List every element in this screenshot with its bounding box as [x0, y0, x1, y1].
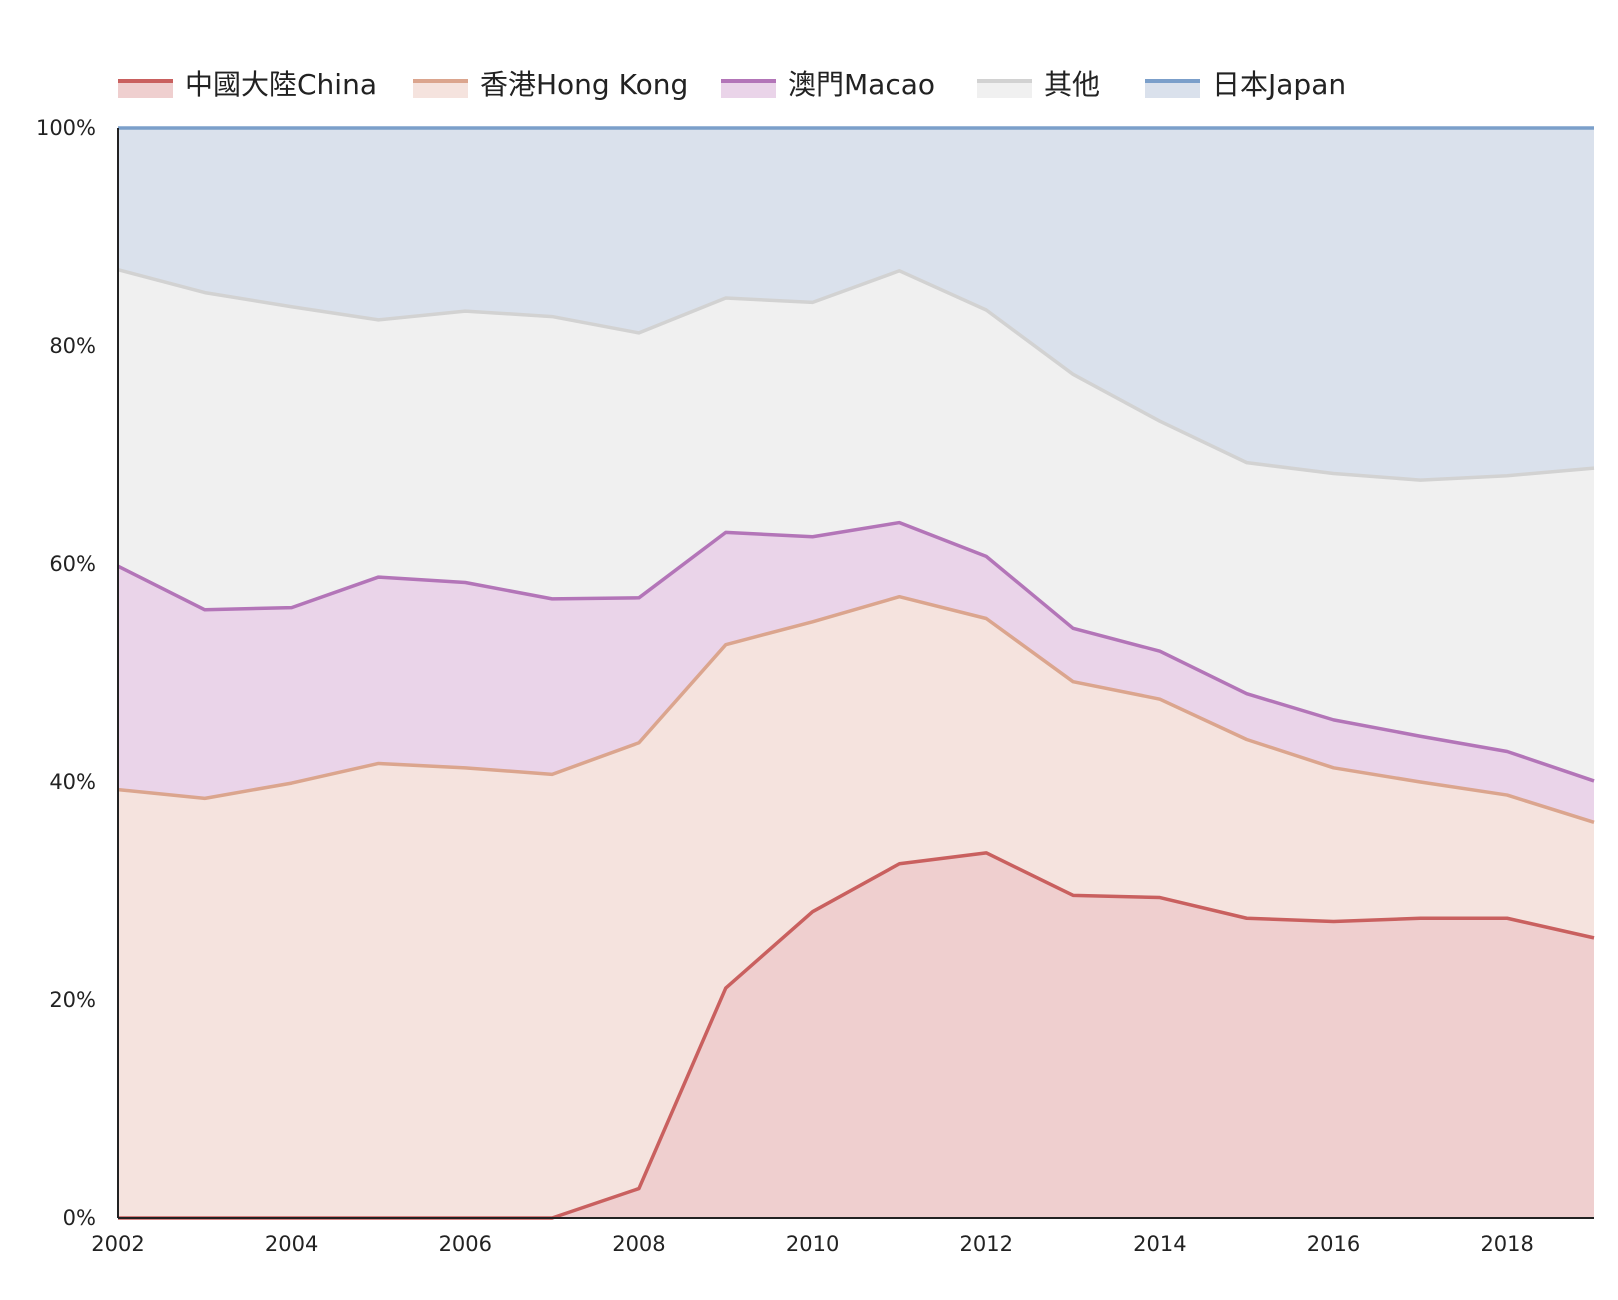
area-series-0 — [118, 852, 1594, 1218]
x-tick-label-2016: 2016 — [1307, 1232, 1360, 1256]
y-tick-label-20: 20% — [49, 988, 96, 1012]
area-series-1 — [118, 596, 1594, 1218]
legend-item-1[interactable]: 香港Hong Kong — [413, 68, 688, 101]
legend-item-4[interactable]: 日本Japan — [1145, 68, 1346, 101]
x-tick-label-2004: 2004 — [265, 1232, 318, 1256]
x-tick-label-2012: 2012 — [960, 1232, 1013, 1256]
legend-swatch-fill — [413, 80, 468, 98]
legend-item-2[interactable]: 澳門Macao — [721, 68, 935, 101]
legend-swatch-fill — [721, 80, 776, 98]
series-areas — [118, 128, 1594, 1218]
line-series-1 — [117, 594, 1595, 824]
y-tick-label-0: 0% — [63, 1206, 96, 1230]
x-tick-labels: 2002 2004 2006 2008 2010 2012 2014 2016 2018 — [91, 1232, 1534, 1256]
legend-label: 香港Hong Kong — [480, 68, 688, 101]
legend-label: 中國大陸China — [185, 68, 377, 101]
legend-label: 日本Japan — [1212, 68, 1346, 101]
area-series-3 — [118, 269, 1594, 781]
legend-item-3[interactable]: 其他 — [977, 68, 1100, 101]
legend-label: 澳門Macao — [788, 68, 935, 101]
x-tick-label-2002: 2002 — [91, 1232, 144, 1256]
y-tick-label-40: 40% — [49, 770, 96, 794]
y-tick-label-60: 60% — [49, 552, 96, 576]
y-tick-label-100: 100% — [36, 116, 96, 140]
y-tick-labels: 0% 20% 40% 60% 80% 100% — [36, 116, 96, 1230]
legend-swatch-fill — [977, 80, 1032, 98]
legend: 中國大陸China 香港Hong Kong 澳門Macao 其他 日本Japan — [118, 68, 1346, 101]
x-tick-label-2018: 2018 — [1480, 1232, 1533, 1256]
x-tick-label-2014: 2014 — [1133, 1232, 1186, 1256]
line-series-2 — [117, 520, 1595, 783]
x-tick-label-2006: 2006 — [439, 1232, 492, 1256]
x-tick-label-2008: 2008 — [612, 1232, 665, 1256]
x-tick-label-2010: 2010 — [786, 1232, 839, 1256]
legend-label: 其他 — [1044, 68, 1100, 101]
line-series-3 — [117, 268, 1595, 482]
legend-item-0[interactable]: 中國大陸China — [118, 68, 377, 101]
area-series-4 — [118, 128, 1594, 481]
legend-swatch-fill — [1145, 80, 1200, 98]
y-tick-label-80: 80% — [49, 334, 96, 358]
legend-swatch-fill — [118, 80, 173, 98]
area-series-2 — [118, 522, 1594, 823]
series-lines — [117, 126, 1595, 1220]
axes — [117, 128, 1594, 1219]
